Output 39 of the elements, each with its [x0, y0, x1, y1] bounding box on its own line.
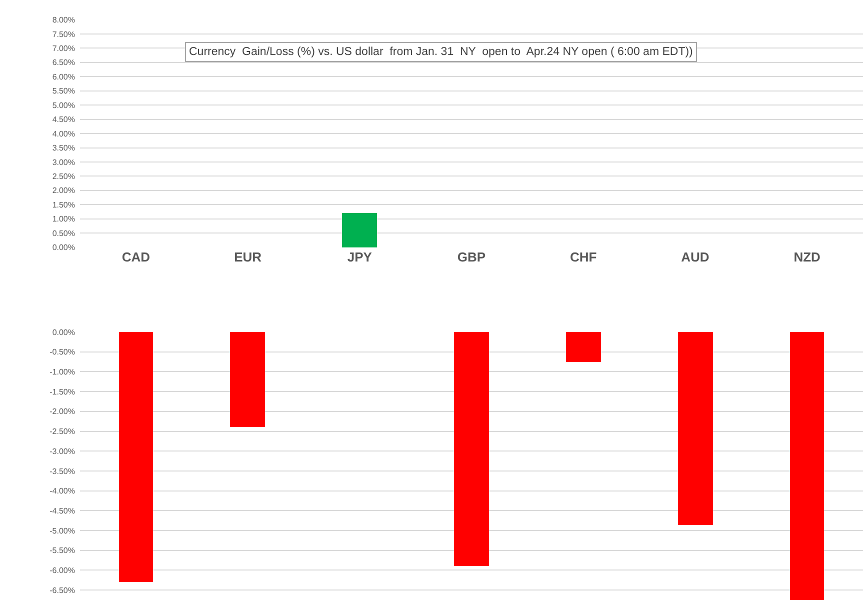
y-tick-label: -2.50% [50, 427, 75, 436]
y-tick-label: -1.00% [50, 368, 75, 377]
y-tick-label: 3.00% [52, 158, 75, 167]
text: Currency Gain/Loss (%) vs. US dollar from Jan. 31 NY open to Apr.24 NY open ( 6:00 am EDT)) [189, 46, 694, 58]
y-tick-label: 0.50% [52, 228, 75, 238]
y-tick-label: 0.00% [52, 243, 75, 252]
x-tick-label: NZD [794, 249, 820, 264]
y-tick-label: -3.00% [50, 446, 75, 456]
y-tick-label: -6.50% [50, 586, 75, 595]
y-tick-label: 6.50% [52, 58, 75, 68]
x-tick-label: JPY [347, 249, 372, 264]
y-tick-label: -4.50% [50, 506, 75, 516]
y-tick-label: 5.50% [52, 86, 75, 96]
y-tick-label: -1.50% [50, 387, 75, 396]
y-tick-label: -6.00% [50, 566, 75, 576]
x-tick-label: CHF [570, 249, 597, 264]
y-tick-label: 4.00% [52, 129, 75, 138]
y-tick-label: 6.00% [52, 72, 75, 82]
x-tick-label: EUR [234, 249, 262, 264]
x-tick-label: CAD [122, 249, 150, 264]
y-tick-label: -5.00% [50, 526, 75, 536]
y-tick-label: -2.00% [50, 407, 75, 416]
y-tick-label: -0.50% [50, 348, 75, 357]
y-tick-label: 8.00% [52, 16, 75, 25]
y-tick-label: 1.00% [52, 214, 75, 224]
x-tick-label: AUD [681, 249, 710, 264]
y-tick-label: 7.00% [52, 44, 75, 54]
y-tick-label: -3.50% [50, 466, 75, 476]
y-tick-label: 0.00% [52, 328, 75, 337]
y-tick-label: 1.50% [52, 200, 75, 210]
y-tick-label: 3.50% [52, 144, 75, 153]
y-tick-label: 4.50% [52, 115, 75, 124]
y-tick-label: 7.50% [52, 30, 75, 39]
y-tick-label: 2.50% [52, 172, 75, 182]
y-tick-label: 2.00% [52, 186, 75, 196]
y-tick-label: 5.00% [52, 100, 75, 110]
y-tick-label: -4.00% [50, 486, 75, 496]
x-tick-label: GBP [457, 249, 486, 264]
y-tick-label: -5.50% [50, 546, 75, 556]
